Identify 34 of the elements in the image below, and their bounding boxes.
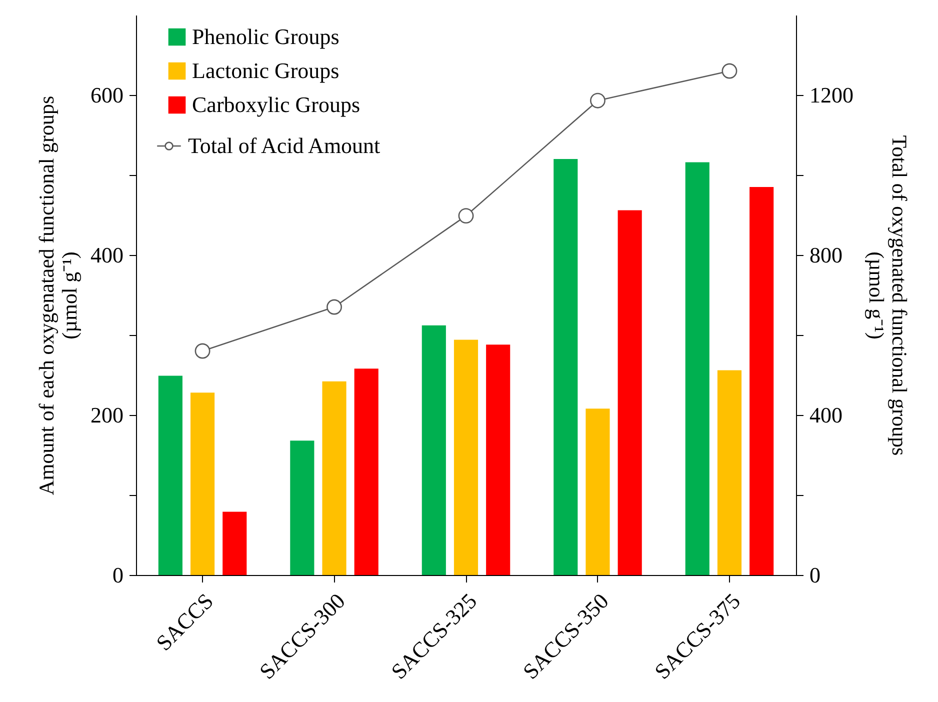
bar <box>190 392 215 575</box>
legend-label: Total of Acid Amount <box>188 133 380 158</box>
point <box>458 208 474 224</box>
bar <box>158 376 182 575</box>
y2-tick-label: 800 <box>810 242 842 268</box>
y-axis-title: Amount of each oxygenataed functional groups (µmol g⁻¹) <box>34 96 82 496</box>
y2-axis-title: Total of oxygenated functional groups (µmol g⁻¹) <box>864 135 912 456</box>
point <box>590 92 606 108</box>
bar <box>486 344 510 575</box>
bar <box>586 408 610 575</box>
bar <box>290 440 314 575</box>
point <box>194 343 210 359</box>
y-tick-label: 400 <box>90 242 124 268</box>
bar <box>717 370 742 575</box>
bar <box>322 381 346 575</box>
y-tick-label: 0 <box>112 562 124 588</box>
y-tick-label: 200 <box>90 402 124 428</box>
bar <box>685 162 710 575</box>
bar <box>554 159 578 575</box>
bar <box>750 187 774 575</box>
y-tick-label: 600 <box>90 82 124 108</box>
legend-label: Phenolic Groups <box>192 24 340 49</box>
bar <box>222 512 247 575</box>
y2-tick-label: 1200 <box>810 82 854 108</box>
y2-tick-label: 0 <box>810 562 820 588</box>
bar <box>454 340 478 575</box>
legend-label: Carboxylic Groups <box>192 92 360 117</box>
bar <box>354 368 378 575</box>
point <box>722 63 738 79</box>
bar <box>618 210 642 575</box>
y2-tick-label: 400 <box>810 402 842 428</box>
point <box>326 299 342 315</box>
bar <box>422 325 446 575</box>
legend-label: Lactonic Groups <box>192 58 340 83</box>
